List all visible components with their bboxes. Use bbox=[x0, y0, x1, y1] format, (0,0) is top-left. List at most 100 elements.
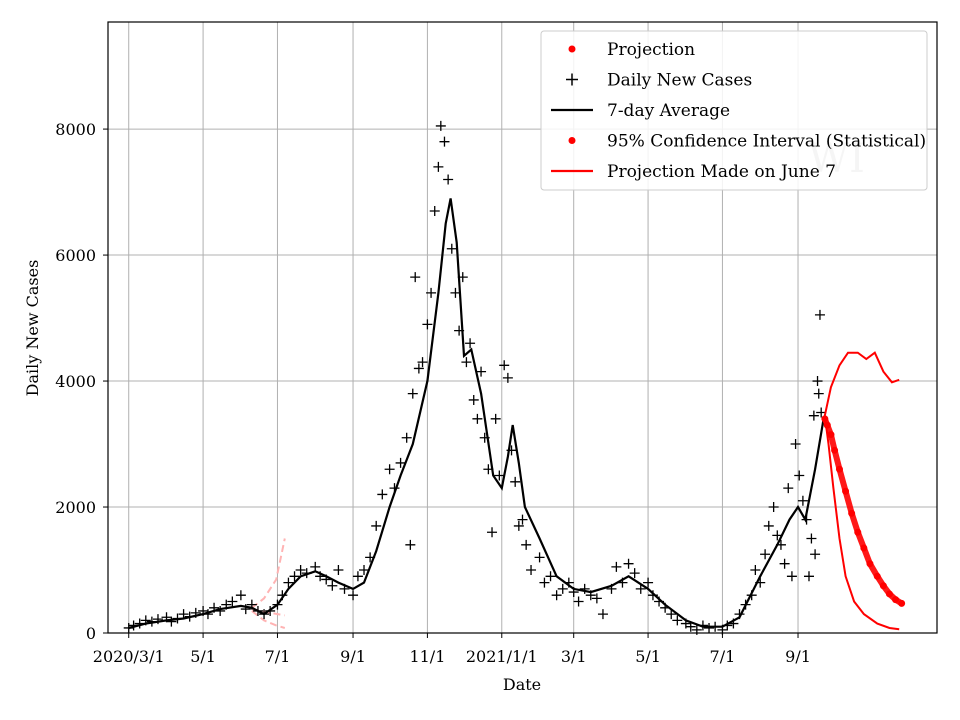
y-tick-label: 6000 bbox=[55, 246, 96, 265]
daily-case-marker bbox=[377, 489, 388, 500]
legend-box bbox=[540, 30, 928, 191]
daily-case-marker bbox=[499, 360, 510, 371]
daily-case-marker bbox=[772, 530, 783, 541]
daily-case-marker bbox=[295, 565, 306, 576]
ci-lower-line bbox=[823, 415, 900, 631]
daily-case-marker bbox=[490, 413, 501, 424]
x-tick-label: 9/1 bbox=[340, 647, 366, 666]
daily-case-marker bbox=[760, 549, 771, 560]
daily-case-marker bbox=[435, 120, 446, 131]
daily-case-marker bbox=[510, 476, 521, 487]
daily-case-marker bbox=[446, 243, 457, 254]
legend: Projection Daily New Cases 7-day Average 95… bbox=[540, 30, 928, 191]
daily-case-marker bbox=[517, 514, 528, 525]
daily-case-marker bbox=[810, 549, 821, 560]
daily-case-marker bbox=[413, 363, 424, 374]
y-tick-label: 8000 bbox=[55, 120, 96, 139]
daily-case-marker bbox=[779, 558, 790, 569]
daily-case-marker bbox=[629, 568, 640, 579]
daily-case-marker bbox=[579, 583, 590, 594]
daily-case-marker bbox=[443, 174, 454, 185]
daily-case-marker bbox=[476, 366, 487, 377]
daily-case-marker bbox=[521, 539, 532, 550]
legend-entry-label: Daily New Cases bbox=[607, 71, 752, 91]
daily-case-marker bbox=[417, 357, 428, 368]
x-tick-label: 9/1 bbox=[785, 647, 811, 666]
daily-case-marker bbox=[591, 593, 602, 604]
daily-case-marker bbox=[808, 410, 819, 421]
y-tick-label: 2000 bbox=[55, 498, 96, 517]
daily-case-marker bbox=[395, 457, 406, 468]
axes-frame bbox=[107, 21, 938, 634]
daily-case-marker bbox=[685, 621, 696, 632]
daily-case-marker bbox=[623, 558, 634, 569]
daily-case-marker bbox=[526, 565, 537, 576]
seven-day-average-line bbox=[128, 198, 825, 630]
daily-case-marker bbox=[539, 577, 550, 588]
plot-area bbox=[123, 120, 906, 635]
daily-case-marker bbox=[283, 577, 294, 588]
x-tick-label: 5/1 bbox=[190, 647, 216, 666]
june7-projection-upper-line bbox=[251, 538, 286, 609]
daily-case-marker bbox=[786, 571, 797, 582]
daily-case-marker bbox=[803, 571, 814, 582]
daily-case-marker bbox=[433, 161, 444, 172]
daily-case-marker bbox=[573, 596, 584, 607]
x-tick-label: 2020/3/1 bbox=[93, 647, 165, 666]
daily-case-marker bbox=[797, 495, 808, 506]
daily-case-marker bbox=[635, 583, 646, 594]
daily-case-marker bbox=[166, 616, 177, 627]
legend-entry-label: 95% Confidence Interval (Statistical) bbox=[607, 132, 926, 152]
daily-case-marker bbox=[465, 338, 476, 349]
daily-case-marker bbox=[704, 622, 715, 633]
x-axis-ticks: 2020/3/1 5/1 7/1 9/1 11/1 2021/1/1 3/1 5/1 7/1 9/… bbox=[93, 633, 811, 666]
x-tick-label: 7/1 bbox=[710, 647, 736, 666]
daily-case-marker bbox=[597, 609, 608, 620]
daily-case-marker bbox=[790, 439, 801, 450]
daily-case-marker bbox=[450, 287, 461, 298]
x-tick-label: 2021/1/1 bbox=[466, 647, 538, 666]
daily-case-marker bbox=[235, 590, 246, 601]
x-tick-label: 5/1 bbox=[635, 647, 661, 666]
daily-case-marker bbox=[410, 272, 421, 283]
x-tick-label: 11/1 bbox=[409, 647, 445, 666]
daily-case-marker bbox=[513, 520, 524, 531]
daily-case-marker bbox=[352, 571, 363, 582]
daily-case-marker bbox=[545, 571, 556, 582]
projection-line bbox=[821, 415, 905, 607]
daily-case-marker bbox=[289, 571, 300, 582]
daily-case-marker bbox=[534, 552, 545, 563]
daily-case-marker bbox=[384, 464, 395, 475]
x-tick-label: 7/1 bbox=[265, 647, 291, 666]
daily-case-marker bbox=[763, 520, 774, 531]
daily-case-marker bbox=[783, 483, 794, 494]
daily-case-marker bbox=[333, 565, 344, 576]
daily-case-marker bbox=[812, 376, 823, 387]
daily-case-marker bbox=[429, 205, 440, 216]
daily-case-marker bbox=[502, 372, 513, 383]
legend-entry-label: Projection bbox=[607, 40, 695, 60]
legend-dot-icon bbox=[568, 45, 576, 53]
daily-case-marker bbox=[643, 577, 654, 588]
daily-case-marker bbox=[371, 520, 382, 531]
daily-case-marker bbox=[401, 432, 412, 443]
daily-case-marker bbox=[487, 527, 498, 538]
x-axis-title: Date bbox=[503, 675, 541, 694]
daily-case-marker bbox=[461, 357, 472, 368]
daily-case-marker bbox=[422, 319, 433, 330]
daily-case-marker bbox=[359, 565, 370, 576]
daily-case-marker bbox=[494, 470, 505, 481]
daily-case-marker bbox=[814, 309, 825, 320]
daily-case-marker bbox=[468, 394, 479, 405]
daily-case-marker bbox=[672, 615, 683, 626]
daily-case-marker bbox=[407, 388, 418, 399]
daily-case-marker bbox=[666, 609, 677, 620]
daily-case-marker bbox=[348, 590, 359, 601]
daily-case-marker bbox=[806, 533, 817, 544]
daily-case-marker bbox=[405, 539, 416, 550]
daily-case-marker bbox=[472, 413, 483, 424]
daily-case-marker bbox=[813, 388, 824, 399]
daily-case-marker bbox=[439, 136, 450, 147]
legend-dot-icon bbox=[568, 137, 576, 144]
daily-case-marker bbox=[750, 565, 761, 576]
